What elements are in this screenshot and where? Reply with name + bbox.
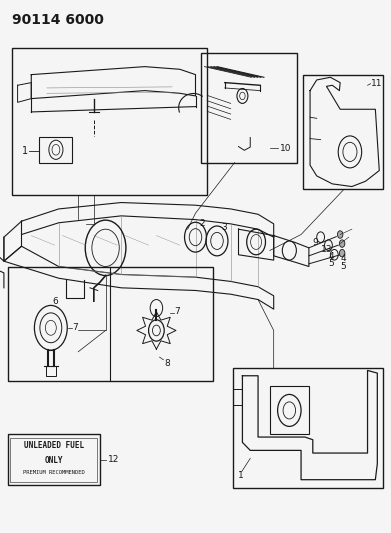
Bar (39, 137, 72, 163)
Text: 7: 7 (72, 324, 78, 332)
Circle shape (339, 249, 345, 257)
Text: 90114 6000: 90114 6000 (12, 13, 104, 27)
Circle shape (339, 240, 345, 247)
Bar (233, 368, 383, 488)
Text: 5: 5 (328, 260, 334, 268)
Bar (270, 386, 309, 434)
Bar (201, 53, 297, 163)
Bar (12, 48, 207, 195)
Text: 9: 9 (313, 238, 319, 247)
Bar (46, 366, 56, 376)
Text: ONLY: ONLY (45, 456, 63, 465)
Bar (8, 266, 213, 381)
Text: 5: 5 (340, 262, 346, 271)
Text: UNLEADED FUEL: UNLEADED FUEL (24, 441, 84, 450)
Text: 4: 4 (340, 254, 346, 263)
Circle shape (337, 231, 343, 238)
Text: 1: 1 (238, 471, 244, 480)
Text: 10: 10 (280, 144, 291, 152)
Bar (10, 438, 97, 482)
Text: 2: 2 (199, 220, 205, 228)
Bar (8, 434, 100, 485)
Text: PREMIUM RECOMMENDED: PREMIUM RECOMMENDED (23, 470, 84, 474)
Text: 12: 12 (108, 456, 119, 464)
Text: 6: 6 (53, 297, 59, 305)
Text: 11: 11 (371, 79, 383, 88)
Text: 1: 1 (22, 147, 28, 156)
Text: 3: 3 (221, 223, 227, 232)
Text: 8: 8 (164, 359, 170, 368)
Bar (303, 75, 383, 189)
Text: 4: 4 (328, 253, 334, 261)
Text: 7: 7 (174, 308, 180, 316)
Text: 13: 13 (321, 245, 332, 254)
